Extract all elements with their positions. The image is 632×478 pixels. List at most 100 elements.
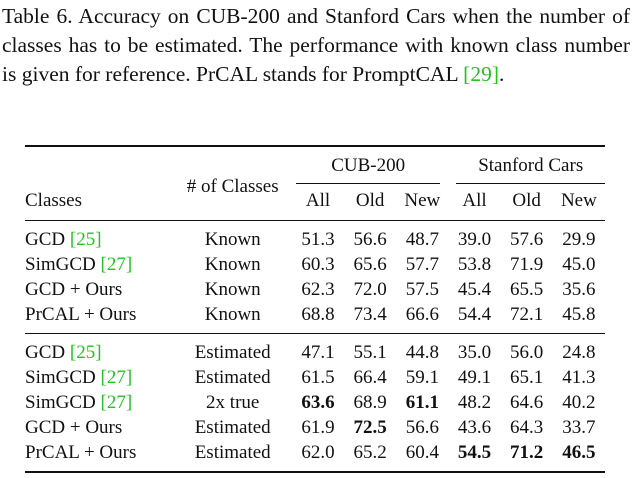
value-cell: 61.5 [301,367,335,388]
method-name: GCD [25] [25,334,174,366]
caption-citation-link[interactable]: [29] [463,62,499,86]
table-row: SimGCD [27] Known 60.3 65.6 57.7 53.8 71.9 45.0 [25,252,605,277]
value-cell: 72.0 [353,279,387,300]
value-cell: 65.6 [353,254,387,275]
value-cell: 59.1 [405,367,439,388]
value-cell: 73.4 [353,304,387,325]
method-citation-link[interactable]: [25] [69,342,102,363]
method-name: SimGCD [27] [25,365,174,390]
value-cell: 24.8 [562,342,596,363]
value-cell: 66.4 [353,367,387,388]
value-cell: 49.1 [457,367,492,388]
value-cell: 46.5 [562,442,596,463]
method-label: PrCAL + Ours [25,304,137,325]
header-num-classes: # of Classes [186,176,279,197]
table-section-estimated: GCD [25] Estimated 47.1 55.1 44.8 35.0 56.0 24.… [25,333,605,472]
num-classes-cell: Known [204,254,261,275]
value-cell: 60.3 [301,254,335,275]
header-cars-new: New [560,189,597,211]
method-name: GCD [25] [25,221,174,253]
method-label: GCD + Ours [25,417,123,438]
header-cub-new: New [404,189,441,211]
value-cell: 61.9 [301,417,335,438]
method-name: PrCAL + Ours [25,302,174,334]
header-row-groups: # of Classes CUB-200 Stanford Cars [25,146,605,197]
method-citation-link[interactable]: [27] [100,392,133,413]
num-classes-cell: Estimated [194,367,271,388]
value-cell: 64.6 [510,392,544,413]
value-cell: 72.1 [510,304,544,325]
value-cell: 62.0 [301,442,335,463]
table-caption: Table 6. Accuracy on CUB-200 and Stanfor… [2,2,630,89]
method-label: GCD + Ours [25,279,123,300]
header-cub-old: Old [355,189,385,211]
method-label: GCD [25,229,70,250]
value-cell: 48.7 [405,229,439,250]
table-row: SimGCD [27] Estimated 61.5 66.4 59.1 49.1 65.1… [25,365,605,390]
value-cell: 45.0 [562,254,596,275]
num-classes-cell: Known [204,279,261,300]
header-group-stanford-cars: Stanford Cars [456,153,605,184]
table-row: PrCAL + Ours Estimated 62.0 65.2 60.4 54.5 71.… [25,440,605,472]
value-cell: 68.9 [353,392,387,413]
method-label: SimGCD [25,254,101,275]
value-cell: 57.7 [405,254,439,275]
method-name: GCD + Ours [25,415,174,440]
method-name: PrCAL + Ours [25,440,174,472]
table-row: GCD + Ours Known 62.3 72.0 57.5 45.4 65.5 35.6 [25,277,605,302]
value-cell: 65.2 [353,442,387,463]
value-cell: 35.0 [457,342,492,363]
header-classes: Classes [25,189,82,211]
value-cell: 51.3 [301,229,335,250]
method-citation-link[interactable]: [25] [69,229,102,250]
header-row-columns: Classes All Old New All Old New [25,184,605,221]
value-cell: 53.8 [457,254,492,275]
value-cell: 41.3 [562,367,596,388]
header-group-cub200: CUB-200 [295,153,441,184]
header-cub-all: All [305,189,331,211]
method-name: SimGCD [27] [25,390,174,415]
table-row: SimGCD [27] 2x true 63.6 68.9 61.1 48.2 64.6 40… [25,390,605,415]
value-cell: 68.8 [301,304,335,325]
table-row: PrCAL + Ours Known 68.8 73.4 66.6 54.4 72.1 45.… [25,302,605,334]
num-classes-cell: Estimated [194,342,271,363]
value-cell: 71.2 [510,442,544,463]
value-cell: 45.4 [457,279,492,300]
value-cell: 54.4 [457,304,492,325]
value-cell: 48.2 [457,392,492,413]
value-cell: 33.7 [562,417,596,438]
caption-period: . [498,62,505,86]
value-cell: 54.5 [457,442,492,463]
method-label: SimGCD [25,367,101,388]
table-row: GCD [25] Estimated 47.1 55.1 44.8 35.0 56.0 24.… [25,333,605,366]
results-table-wrapper: # of Classes CUB-200 Stanford Cars Class… [25,145,605,473]
value-cell: 60.4 [405,442,439,463]
value-cell: 63.6 [301,392,335,413]
value-cell: 39.0 [457,229,492,250]
value-cell: 40.2 [562,392,596,413]
caption-text: Table 6. Accuracy on CUB-200 and Stanfor… [2,4,630,86]
table-row: GCD + Ours Estimated 61.9 72.5 56.6 43.6 64.3 3… [25,415,605,440]
value-cell: 66.6 [405,304,439,325]
value-cell: 35.6 [562,279,596,300]
num-classes-cell: Known [204,304,261,325]
value-cell: 61.1 [405,392,439,413]
method-label: GCD [25,342,70,363]
value-cell: 56.6 [405,417,439,438]
num-classes-cell: 2x true [206,392,260,413]
value-cell: 72.5 [353,417,387,438]
header-cars-old: Old [512,189,541,211]
method-citation-link[interactable]: [27] [100,367,133,388]
value-cell: 65.1 [510,367,544,388]
method-name: SimGCD [27] [25,252,174,277]
num-classes-cell: Known [204,229,261,250]
value-cell: 56.6 [353,229,387,250]
method-label: SimGCD [25,392,101,413]
table-section-known: GCD [25] Known 51.3 56.6 48.7 39.0 57.6 29.9 Sim… [25,220,605,334]
value-cell: 71.9 [510,254,544,275]
header-cars-all: All [462,189,487,211]
value-cell: 62.3 [301,279,335,300]
method-citation-link[interactable]: [27] [100,254,133,275]
num-classes-cell: Estimated [194,417,271,438]
table-row: GCD [25] Known 51.3 56.6 48.7 39.0 57.6 29.9 [25,220,605,253]
